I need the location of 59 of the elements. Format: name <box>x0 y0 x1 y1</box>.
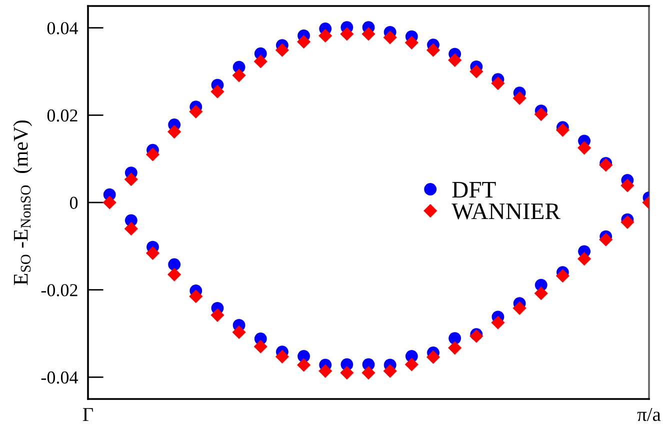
point <box>383 30 397 44</box>
point <box>146 246 160 260</box>
point <box>275 350 289 364</box>
y-tick-label: -0.02 <box>41 284 78 296</box>
point <box>426 350 440 364</box>
point <box>232 325 246 339</box>
point <box>146 148 160 162</box>
point <box>254 54 268 68</box>
point <box>599 158 613 172</box>
legend-label: WANNIER <box>452 203 560 220</box>
point <box>577 252 592 266</box>
point <box>210 308 224 322</box>
point <box>448 53 462 67</box>
point <box>340 27 354 41</box>
point <box>404 36 418 50</box>
point <box>512 301 526 315</box>
point <box>168 124 182 139</box>
point <box>232 68 246 82</box>
point <box>124 222 138 236</box>
point <box>556 123 570 137</box>
point <box>620 215 634 229</box>
point <box>383 364 397 378</box>
point <box>491 76 505 90</box>
legend-label: DFT <box>452 182 496 198</box>
point <box>210 84 224 98</box>
point <box>362 27 376 41</box>
point <box>534 107 548 122</box>
point <box>318 28 332 42</box>
y-tick-label: -0.04 <box>41 371 78 384</box>
y-tick-label: 0.04 <box>47 22 78 34</box>
y-tick-label: 0.02 <box>47 109 78 122</box>
point <box>512 91 526 105</box>
point <box>404 358 418 372</box>
y-tick-label: 0 <box>70 196 78 209</box>
point <box>470 64 484 78</box>
point <box>275 43 289 57</box>
point <box>189 104 203 118</box>
point <box>534 286 548 300</box>
point <box>102 196 116 210</box>
point <box>168 258 181 271</box>
point <box>491 316 505 330</box>
point <box>124 172 138 186</box>
point <box>577 141 592 155</box>
point <box>296 35 311 49</box>
point <box>340 366 354 380</box>
y-axis-title: E$_{SO}$ -E$_{NonSO}$ (meV) <box>13 120 32 286</box>
point <box>426 43 440 57</box>
point <box>296 358 311 372</box>
point <box>318 364 332 378</box>
point <box>168 268 182 282</box>
point <box>599 232 613 246</box>
point <box>189 290 203 304</box>
point <box>620 178 634 192</box>
point <box>254 340 268 354</box>
x-tick-label: π/a <box>637 408 661 422</box>
x-tick-label: Γ <box>82 408 93 421</box>
point <box>448 341 462 355</box>
point <box>362 366 376 380</box>
point <box>556 269 570 283</box>
